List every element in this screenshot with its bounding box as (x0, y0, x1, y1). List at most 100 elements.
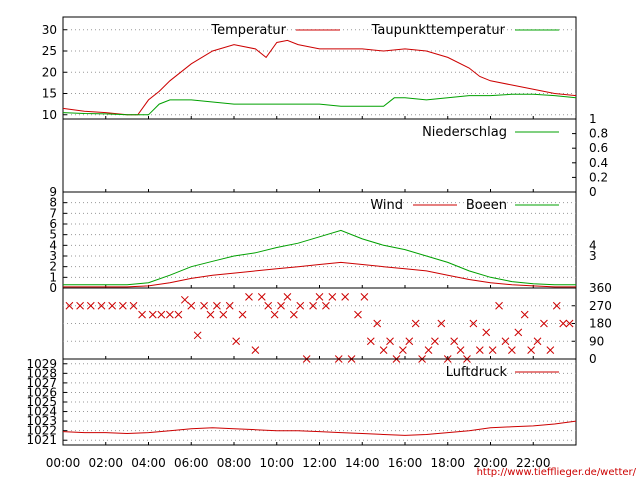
x-tick-label: 06:00 (174, 456, 209, 470)
x-tick-label: 14:00 (345, 456, 380, 470)
direction-point (193, 331, 202, 340)
x-tick-label: 02:00 (88, 456, 123, 470)
direction-point (86, 301, 95, 310)
direction-point (533, 337, 542, 346)
direction-point (315, 293, 324, 301)
precipitation-panel: 00.20.40.60.81 Niederschlag (62, 112, 608, 199)
direction-point (379, 346, 388, 354)
direction-point (76, 301, 84, 310)
series-line-1 (62, 39, 577, 116)
y-tick-label: 1 (49, 270, 57, 284)
x-tick-label: 04:00 (131, 456, 166, 470)
direction-point (264, 301, 273, 310)
direction-point (328, 293, 337, 301)
y-tick-label: 7 (49, 206, 57, 220)
direction-point (354, 310, 362, 319)
direction-point (488, 346, 497, 354)
direction-point (283, 293, 292, 301)
direction-point (424, 346, 433, 354)
direction-point (129, 301, 138, 310)
direction-point (386, 337, 394, 346)
direction-point (373, 319, 382, 328)
direction-point (508, 346, 516, 354)
series-line-2 (63, 229, 576, 286)
direction-point (514, 328, 523, 337)
x-tick-label: 08:00 (217, 456, 252, 470)
direction-point (322, 301, 330, 310)
direction-point (552, 301, 561, 310)
y-tick-label: 1028 (26, 366, 57, 380)
direction-point (157, 310, 166, 319)
x-tick-label: 12:00 (302, 456, 337, 470)
direction-point (187, 301, 196, 310)
y-tick-label: 1027 (26, 376, 57, 390)
y-tick-label: 10 (42, 108, 57, 122)
direction-point (257, 293, 266, 301)
y-tick-label: 1026 (26, 385, 57, 399)
y-tick-label: 1025 (26, 395, 57, 409)
direction-point (118, 301, 127, 310)
y-tick-label: 0 (589, 352, 597, 366)
series-line-2 (62, 93, 577, 116)
direction-point (469, 319, 478, 328)
y-tick-label: 3 (49, 249, 57, 263)
direction-point (565, 319, 574, 328)
legend-label-niederschlag: Niederschlag (422, 125, 507, 140)
x-tick-label: 18:00 (430, 456, 465, 470)
direction-point (540, 319, 548, 328)
y-tick-label: 5 (49, 228, 57, 242)
y-tick-label: 0.8 (589, 127, 608, 141)
direction-point (341, 293, 350, 301)
direction-point (559, 319, 568, 328)
y-tick-label: 360 (589, 281, 612, 295)
y-tick-label: 90 (589, 334, 604, 348)
direction-point (174, 310, 183, 319)
legend-label-wind: Wind (370, 198, 403, 213)
direction-point (148, 310, 157, 319)
y-tick-label: 6 (49, 217, 57, 231)
y-tick-label: 1 (589, 112, 597, 126)
y-tick-label: 1021 (26, 433, 57, 447)
direction-point (270, 310, 279, 319)
y-tick-label: 180 (589, 317, 612, 331)
direction-point (501, 337, 510, 346)
x-tick-label: 16:00 (388, 456, 423, 470)
direction-point (138, 310, 146, 319)
y-tick-label: 1022 (26, 424, 57, 438)
direction-point (450, 337, 459, 346)
y-tick-label: 0.4 (589, 156, 608, 170)
wind-direction-panel: 0 90 180 270 360 (62, 281, 612, 366)
x-tick-label: 00:00 (46, 456, 81, 470)
source-url: http://www.tiefflieger.de/wetter/ (477, 467, 637, 478)
direction-point (245, 293, 253, 301)
direction-point (527, 346, 535, 354)
y-tick-label: 20 (42, 65, 57, 79)
y-tick-label: 1029 (26, 357, 57, 371)
direction-point (108, 301, 117, 310)
y-tick-label: 0.6 (589, 141, 608, 155)
x-tick-label: 10:00 (259, 456, 294, 470)
x-axis-labels: 00:00 02:00 04:00 06:00 08:00 10:00 12:00 14:00… (46, 456, 551, 470)
legend-label-luftdruck: Luftdruck (446, 365, 508, 380)
direction-point (206, 310, 215, 319)
direction-point (200, 301, 208, 310)
y-tick-label: 2 (49, 260, 57, 274)
y-tick-label: 0.2 (589, 170, 608, 184)
y-tick-label: 8 (49, 196, 57, 210)
direction-point (495, 301, 503, 310)
y-tick-label: 1023 (26, 414, 57, 428)
direction-point (97, 301, 106, 310)
y-tick-label: 4 (49, 238, 57, 252)
y-tick-label: 0 (49, 281, 57, 295)
direction-point (482, 328, 491, 337)
direction-point (213, 301, 221, 310)
direction-point (431, 337, 439, 346)
direction-point (238, 310, 247, 319)
direction-point (360, 293, 369, 301)
direction-point (520, 310, 529, 319)
direction-point (251, 346, 260, 354)
direction-point (225, 301, 234, 310)
direction-point (296, 301, 305, 310)
direction-point (309, 301, 317, 310)
